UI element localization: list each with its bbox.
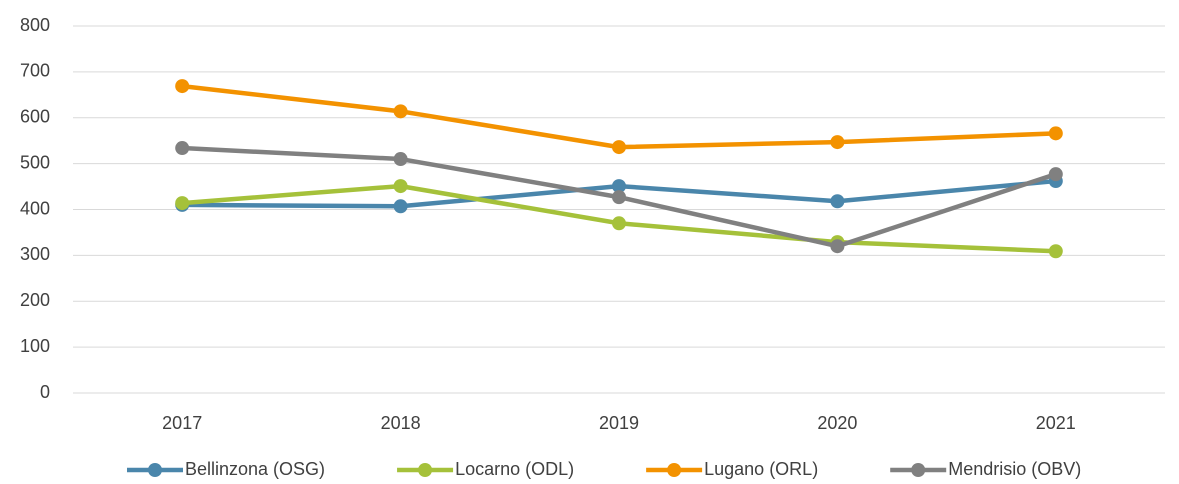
legend-marker (418, 463, 433, 477)
point (830, 135, 845, 150)
point (612, 179, 626, 194)
x-tick-label: 2018 (381, 413, 421, 433)
point (393, 152, 408, 167)
point (393, 179, 408, 194)
point (830, 194, 845, 209)
point (612, 190, 626, 205)
y-tick-label: 100 (20, 336, 50, 356)
y-tick-label: 800 (20, 15, 50, 35)
y-tick-label: 200 (20, 290, 50, 310)
y-tick-label: 500 (20, 152, 50, 172)
x-tick-label: 2017 (162, 413, 202, 433)
point (612, 216, 626, 231)
point (175, 196, 190, 211)
legend: Bellinzona (OSG) Locarno (ODL) Lugano (ORL… (127, 459, 1081, 479)
point (393, 199, 408, 214)
legend-label: Locarno (ODL) (455, 459, 574, 479)
point (1048, 244, 1063, 259)
y-tick-label: 400 (20, 198, 50, 218)
point (830, 239, 845, 254)
y-tick-label: 600 (20, 107, 50, 127)
x-tick-label: 2019 (599, 413, 639, 433)
legend-marker (667, 463, 682, 477)
y-tick-label: 300 (20, 244, 50, 264)
x-tick-label: 2020 (817, 413, 857, 433)
point (1048, 167, 1063, 182)
legend-label: Lugano (ORL) (704, 459, 818, 479)
x-tick-label: 2021 (1036, 413, 1076, 433)
legend-label: Bellinzona (OSG) (185, 459, 325, 479)
point (393, 104, 408, 119)
point (175, 79, 190, 94)
legend-marker (148, 463, 162, 477)
point (1048, 126, 1063, 141)
point (612, 140, 626, 155)
legend-marker (911, 463, 926, 477)
y-tick-label: 700 (20, 61, 50, 81)
y-tick-label: 0 (40, 382, 50, 402)
series-line (181, 83, 1056, 150)
legend-label: Mendrisio (OBV) (948, 459, 1081, 479)
point (175, 141, 190, 156)
